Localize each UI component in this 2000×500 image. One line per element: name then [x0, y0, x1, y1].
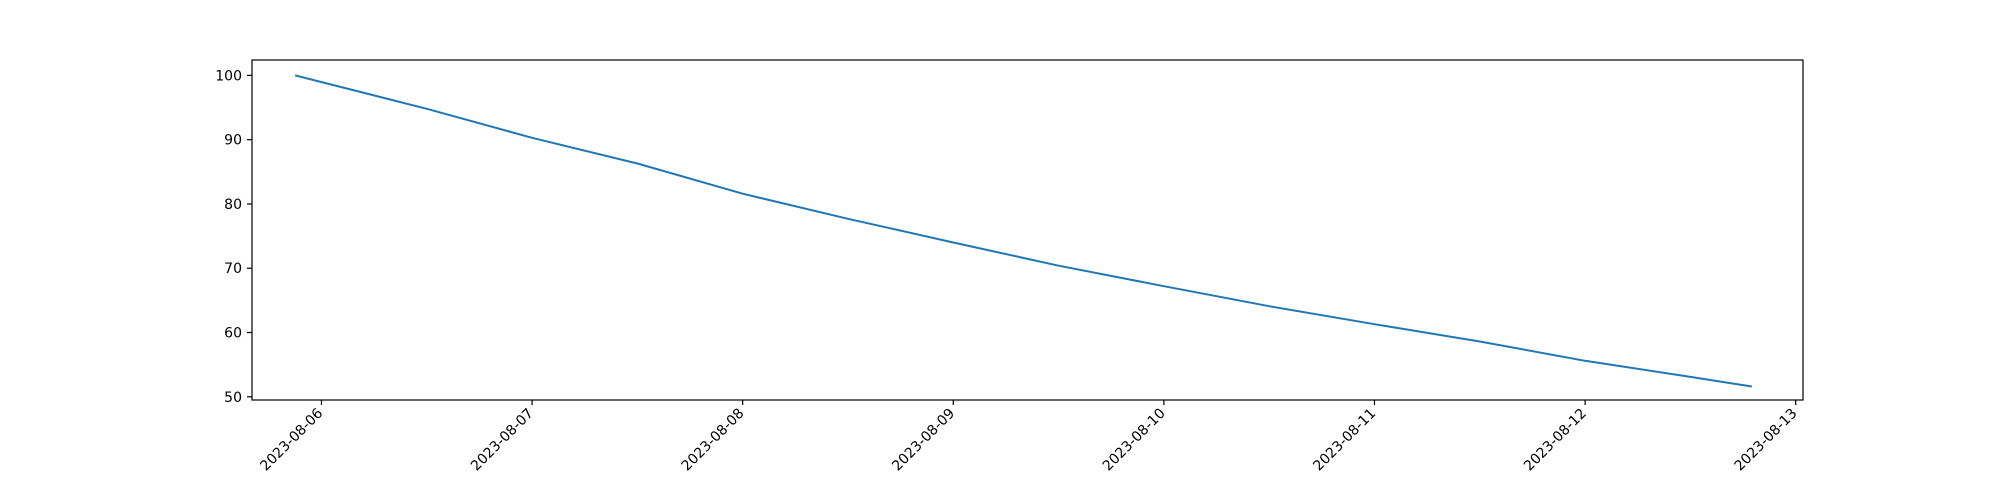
y-tick-label: 100 — [215, 68, 242, 84]
x-tick-label: 2023-08-08 — [679, 406, 748, 475]
y-tick-label: 50 — [224, 390, 242, 406]
series-line — [294, 74, 1752, 388]
x-tick-label: 2023-08-10 — [1100, 406, 1169, 475]
x-axis-ticks: 2023-08-06 2023-08-07 2023-08-08 2023-08-09… — [257, 400, 1801, 475]
y-tick-label: 70 — [224, 261, 242, 277]
y-tick-label: 80 — [224, 197, 242, 213]
x-tick-label: 2023-08-13 — [1732, 406, 1801, 475]
x-tick-label: 2023-08-12 — [1521, 406, 1590, 475]
y-tick-label: 60 — [224, 326, 242, 342]
plot-frame — [251, 59, 1804, 401]
series-layer — [294, 74, 1752, 388]
x-tick-label: 2023-08-07 — [468, 406, 537, 475]
y-axis-ticks: 50 60 70 80 90 100 — [215, 68, 252, 406]
y-tick-label: 90 — [224, 133, 242, 149]
x-tick-label: 2023-08-11 — [1310, 406, 1379, 475]
x-tick-label: 2023-08-06 — [257, 405, 326, 474]
x-tick-label: 2023-08-09 — [889, 406, 958, 475]
